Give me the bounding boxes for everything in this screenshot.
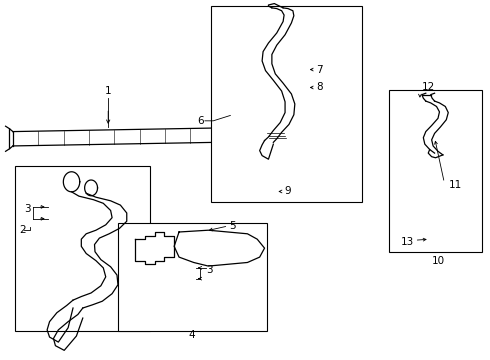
Text: 5: 5 (229, 221, 236, 231)
Text: 9: 9 (284, 186, 291, 197)
Bar (15, 166, 150, 330)
Text: 10: 10 (431, 256, 444, 266)
Bar (211, 6, 362, 202)
Text: 2: 2 (19, 225, 26, 235)
Text: 12: 12 (421, 82, 435, 92)
Text: 7: 7 (316, 64, 322, 75)
Text: 3: 3 (206, 265, 213, 275)
Text: 4: 4 (188, 330, 195, 340)
Text: 11: 11 (449, 180, 463, 190)
Text: 6: 6 (197, 116, 203, 126)
Bar (118, 223, 267, 330)
Bar (389, 90, 482, 252)
Text: 13: 13 (400, 237, 414, 247)
Text: 3: 3 (24, 204, 31, 214)
Text: 8: 8 (316, 82, 322, 93)
Text: 1: 1 (105, 86, 112, 96)
